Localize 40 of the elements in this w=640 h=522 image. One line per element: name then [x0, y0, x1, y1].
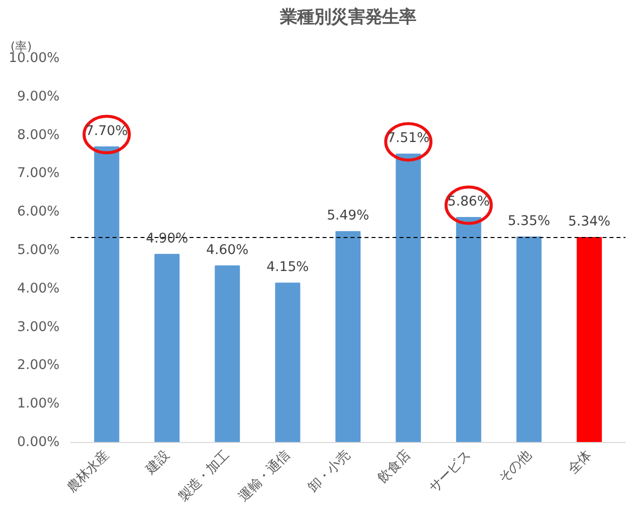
bar — [94, 146, 120, 442]
y-tick-label: 5.00% — [17, 243, 60, 258]
annotation: 7.70% — [86, 124, 128, 139]
x-tick-label: その他 — [496, 448, 534, 486]
y-tick-label: 2.00% — [17, 358, 60, 374]
y-tick-label: 7.00% — [17, 166, 60, 182]
bar — [214, 265, 240, 442]
bar — [275, 282, 300, 442]
y-tick-label: 4.00% — [17, 281, 60, 296]
bar — [154, 254, 180, 442]
bar — [396, 154, 421, 442]
y-tick-label: 1.00% — [17, 396, 60, 412]
y-tick-label: 3.00% — [17, 320, 60, 335]
bar — [516, 236, 542, 442]
annotation: 5.86% — [447, 194, 490, 210]
x-tick-label: 製造・加工 — [176, 448, 233, 505]
y-tick-label: 6.00% — [17, 204, 60, 220]
x-tick-label: 運輸・通信 — [236, 448, 293, 505]
y-tick-label: 9.00% — [17, 89, 60, 104]
data-label: 5.34% — [568, 214, 610, 230]
y-axis-title: (率) — [10, 40, 32, 54]
bar — [335, 231, 361, 442]
data-label: 4.90% — [146, 231, 188, 246]
x-tick-label: 建設 — [142, 448, 172, 478]
data-label: 5.49% — [326, 208, 370, 224]
chart-title: 業種別災害発生率 — [279, 8, 416, 28]
x-tick-label: 飲食店 — [374, 447, 414, 486]
annotation: 7.51% — [387, 131, 430, 146]
y-tick-label: 8.00% — [17, 128, 60, 143]
bar — [576, 236, 602, 442]
x-tick-label: 農林水産 — [64, 447, 112, 496]
data-label: 4.15% — [266, 260, 309, 276]
bar — [456, 216, 482, 442]
y-tick-label: 10.00% — [8, 51, 60, 66]
x-tick-label: 全体 — [566, 448, 595, 478]
y-tick-label: 0.00% — [17, 435, 60, 450]
x-tick-label: 卸・小売 — [306, 448, 354, 496]
data-label: 5.35% — [508, 214, 550, 230]
data-label: 4.60% — [206, 242, 249, 258]
x-tick-label: サービス — [426, 448, 474, 496]
